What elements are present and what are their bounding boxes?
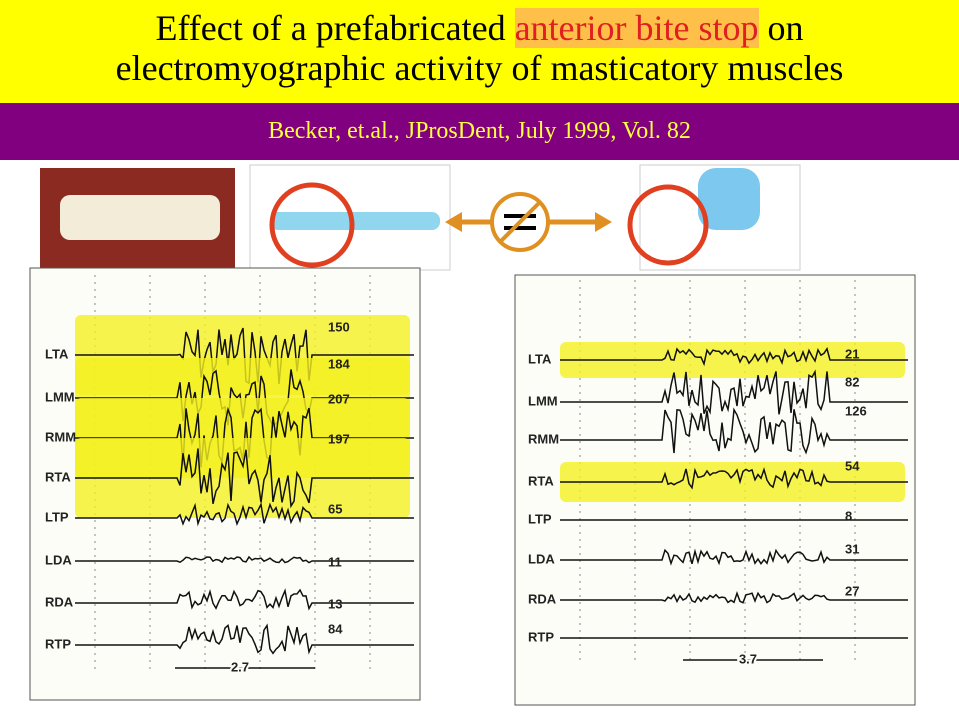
emg-trace (560, 407, 908, 455)
emg-trace (560, 467, 908, 490)
amplitude-label: 11 (328, 554, 342, 569)
circle (269, 182, 355, 268)
amplitude-label: 84 (328, 621, 343, 636)
amplitude-label: 150 (328, 319, 350, 334)
amplitude-label: 27 (845, 583, 859, 598)
emg-trace (75, 588, 414, 611)
title-part: on (758, 8, 804, 48)
emg-trace (75, 502, 414, 527)
row-label: RMM (528, 431, 559, 446)
amplitude-label: 21 (845, 346, 859, 361)
splint (270, 212, 440, 230)
emg-trace (560, 369, 908, 415)
emg-trace (560, 347, 908, 367)
amplitude-label: 207 (328, 391, 350, 406)
circle (627, 184, 709, 266)
emg-trace (75, 448, 414, 509)
citation: Becker, et.al., JProsDent, July 1999, Vo… (0, 103, 959, 160)
amplitude-label: 82 (845, 374, 859, 389)
emg-trace (560, 591, 908, 604)
emg-trace (75, 623, 414, 655)
scale-label: 2.7 (231, 659, 249, 674)
amplitude-label: 31 (845, 541, 859, 556)
scale-label: 3.7 (739, 651, 757, 666)
row-label: RMM (45, 429, 76, 444)
row-label: RTA (45, 469, 71, 484)
teeth (60, 195, 220, 240)
highlight (75, 438, 410, 518)
bite-stop (698, 168, 760, 230)
amplitude-label: 8 (845, 508, 852, 523)
row-label: RTA (528, 473, 554, 488)
row-label: RTP (528, 629, 554, 644)
title: Effect of a prefabricated anterior bite … (0, 0, 959, 103)
title-line: electromyographic activity of masticator… (115, 48, 844, 88)
amplitude-label: 197 (328, 431, 350, 446)
row-label: LTP (528, 511, 552, 526)
row-label: LDA (45, 552, 72, 567)
row-label: LDA (528, 551, 555, 566)
row-label: RDA (528, 591, 557, 606)
highlight (560, 462, 905, 502)
arrowhead (595, 212, 612, 232)
row-label: LTA (528, 351, 552, 366)
amplitude-label: 65 (328, 501, 342, 516)
row-label: LMM (528, 393, 558, 408)
arrowhead (445, 212, 462, 232)
strike (498, 200, 542, 244)
emg-trace (560, 548, 908, 566)
amplitude-label: 126 (845, 403, 867, 418)
emg-trace (75, 327, 414, 385)
row-label: RDA (45, 594, 74, 609)
amplitude-label: 54 (845, 458, 860, 473)
amplitude-label: 13 (328, 596, 342, 611)
row-label: LTA (45, 346, 69, 361)
row-label: LMM (45, 389, 75, 404)
amplitude-label: 184 (328, 356, 350, 371)
title-highlight: anterior bite stop (514, 8, 759, 48)
row-label: LTP (45, 509, 69, 524)
row-label: RTP (45, 636, 71, 651)
title-part: Effect of a prefabricated (155, 8, 515, 48)
emg-trace (75, 555, 414, 564)
